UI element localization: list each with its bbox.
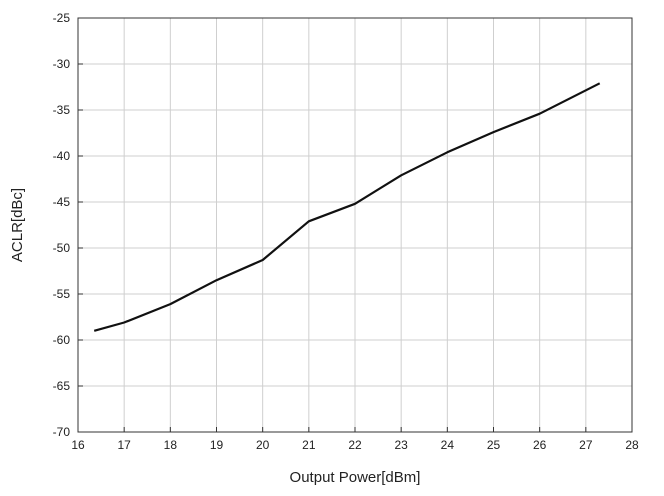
x-tick-label: 27	[579, 438, 593, 452]
y-tick-label: -70	[53, 425, 71, 439]
y-tick-label: -35	[53, 103, 71, 117]
y-tick-label: -50	[53, 241, 71, 255]
y-tick-label: -30	[53, 57, 71, 71]
x-tick-label: 20	[256, 438, 270, 452]
x-tick-label: 16	[71, 438, 85, 452]
x-tick-label: 24	[441, 438, 455, 452]
y-axis-title: ACLR[dBc]	[9, 188, 26, 262]
x-tick-label: 23	[394, 438, 408, 452]
x-tick-label: 28	[625, 438, 639, 452]
y-axis-ticks: -25 -30 -35 -40 -45 -50 -55 -60 -65 -70	[53, 11, 83, 439]
x-axis-title: Output Power[dBm]	[290, 469, 421, 486]
grid	[77, 17, 633, 433]
x-tick-label: 22	[348, 438, 362, 452]
x-axis-ticks: 16 17 18 19 20 21 22 23 24 25 26 27 28	[71, 427, 639, 452]
x-tick-label: 17	[117, 438, 131, 452]
series-layer	[93, 82, 601, 332]
y-tick-label: -25	[53, 11, 71, 25]
x-tick-label: 25	[487, 438, 501, 452]
y-tick-label: -55	[53, 287, 71, 301]
y-tick-label: -45	[53, 195, 71, 209]
y-tick-label: -65	[53, 379, 71, 393]
x-tick-label: 18	[164, 438, 178, 452]
y-tick-label: -40	[53, 149, 71, 163]
series-line	[93, 82, 601, 332]
x-tick-label: 26	[533, 438, 547, 452]
x-tick-label: 21	[302, 438, 316, 452]
y-tick-label: -60	[53, 333, 71, 347]
x-tick-label: 19	[210, 438, 224, 452]
